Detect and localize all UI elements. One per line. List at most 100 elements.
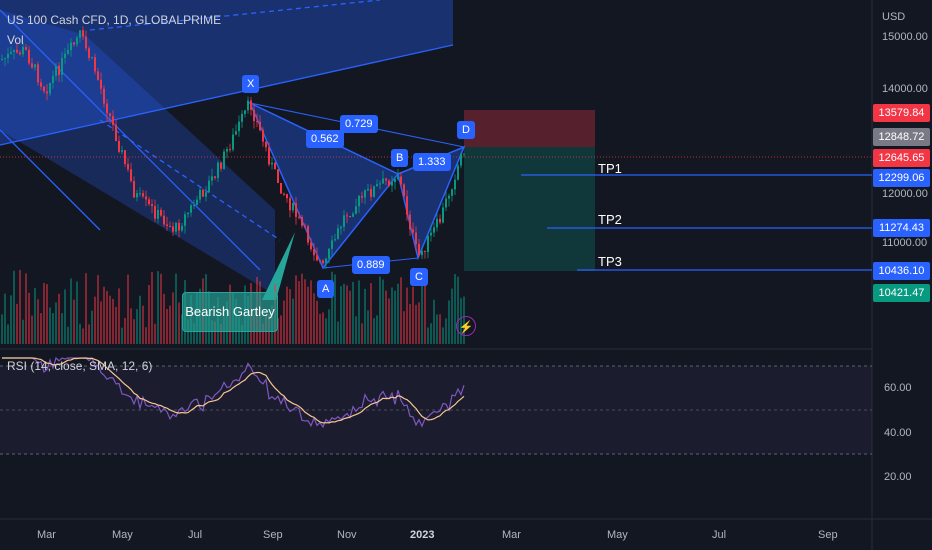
symbol-title[interactable]: US 100 Cash CFD, 1D, GLOBALPRIME [7, 13, 222, 27]
rsi-indicator-label[interactable]: RSI (14, close, SMA, 12, 6) [7, 359, 153, 373]
volume-bar [82, 328, 84, 344]
point-b-label[interactable]: B [391, 149, 409, 167]
ratio-label[interactable]: 0.562 [306, 130, 344, 148]
volume-bar [124, 317, 126, 344]
volume-bar [295, 275, 297, 344]
tp3-label[interactable]: TP3 [598, 254, 622, 269]
volume-bar [4, 293, 6, 344]
candle-body [286, 193, 288, 199]
candle-body [340, 226, 342, 229]
candle-body [379, 183, 381, 185]
volume-bar [13, 270, 15, 344]
candle-body [445, 198, 447, 208]
candle-body [343, 215, 345, 227]
candle-body [118, 140, 120, 152]
candle-body [82, 30, 84, 37]
volume-bar [292, 298, 294, 344]
volume-bar [52, 312, 54, 344]
volume-bar [436, 314, 438, 344]
candle-body [178, 222, 180, 231]
candle-body [49, 82, 51, 94]
rsi-tick: 40.00 [884, 427, 912, 439]
candle-body [13, 49, 15, 52]
candle-body [31, 63, 33, 68]
candle-body [55, 65, 57, 76]
take-profit-zone[interactable] [464, 147, 595, 271]
candle-body [187, 212, 189, 215]
candle-body [307, 226, 309, 243]
volume-bar [388, 298, 390, 344]
tp1-label[interactable]: TP1 [598, 161, 622, 176]
candle-body [448, 195, 450, 199]
volume-indicator-label[interactable]: Vol [7, 33, 24, 47]
candle-body [34, 64, 36, 68]
volume-bar [46, 284, 48, 344]
time-tick-year: 2023 [410, 529, 434, 541]
volume-bar [400, 277, 402, 344]
volume-bar [175, 273, 177, 344]
candles [1, 26, 465, 269]
candle-body [19, 52, 21, 55]
candle-body [43, 86, 45, 92]
time-tick: Nov [337, 529, 357, 541]
tp2-label[interactable]: TP2 [598, 212, 622, 227]
candle-body [298, 216, 300, 218]
candle-body [37, 64, 39, 83]
volume-bar [1, 314, 3, 344]
candle-body [235, 131, 237, 135]
volume-bar [340, 286, 342, 344]
candle-body [67, 50, 69, 54]
volume-bar [418, 302, 420, 344]
volume-bar [427, 327, 429, 344]
candle-body [304, 225, 306, 227]
volume-bar [157, 271, 159, 344]
candle-body [73, 42, 75, 45]
ratio-label[interactable]: 0.729 [340, 115, 378, 133]
price-tag-tp3: 10436.10 [873, 262, 930, 280]
lightning-icon[interactable]: ⚡ [456, 316, 476, 336]
volume-bar [127, 274, 129, 344]
volume-bar [148, 285, 150, 344]
ratio-label[interactable]: 0.889 [352, 256, 390, 274]
volume-bar [25, 273, 27, 344]
candle-body [226, 149, 228, 152]
volume-bar [403, 311, 405, 344]
point-x-label[interactable]: X [242, 75, 260, 93]
time-tick: Jul [188, 529, 202, 541]
candle-body [85, 36, 87, 49]
point-a-label[interactable]: A [317, 280, 335, 298]
candle-body [334, 239, 336, 241]
ratio-label[interactable]: 1.333 [413, 153, 451, 171]
volume-bar [358, 280, 360, 344]
volume-bar [325, 318, 327, 344]
candle-body [442, 207, 444, 223]
volume-bar [457, 276, 459, 344]
candle-body [373, 186, 375, 197]
point-c-label[interactable]: C [410, 268, 428, 286]
candle-body [256, 121, 258, 123]
candle-body [166, 224, 168, 226]
candle-body [70, 42, 72, 51]
price-tag-last: 12645.65 [873, 149, 930, 167]
volume-bar [85, 273, 87, 344]
candle-body [247, 100, 249, 111]
pattern-name-callout[interactable]: Bearish Gartley [182, 292, 278, 332]
candle-body [424, 250, 426, 252]
volume-bar [310, 280, 312, 344]
volume-bar [313, 293, 315, 344]
volume-bar [22, 319, 24, 344]
volume-bar [379, 276, 381, 344]
stop-loss-zone[interactable] [464, 110, 595, 147]
volume-bar [367, 310, 369, 344]
volume-bar [352, 281, 354, 344]
volume-bar [283, 300, 285, 344]
candle-body [397, 176, 399, 180]
candle-body [253, 109, 255, 122]
candle-body [451, 189, 453, 196]
volume-bar [118, 288, 120, 344]
volume-bar [409, 303, 411, 344]
candle-body [325, 258, 327, 264]
candle-body [274, 162, 276, 170]
point-d-label[interactable]: D [457, 121, 475, 139]
